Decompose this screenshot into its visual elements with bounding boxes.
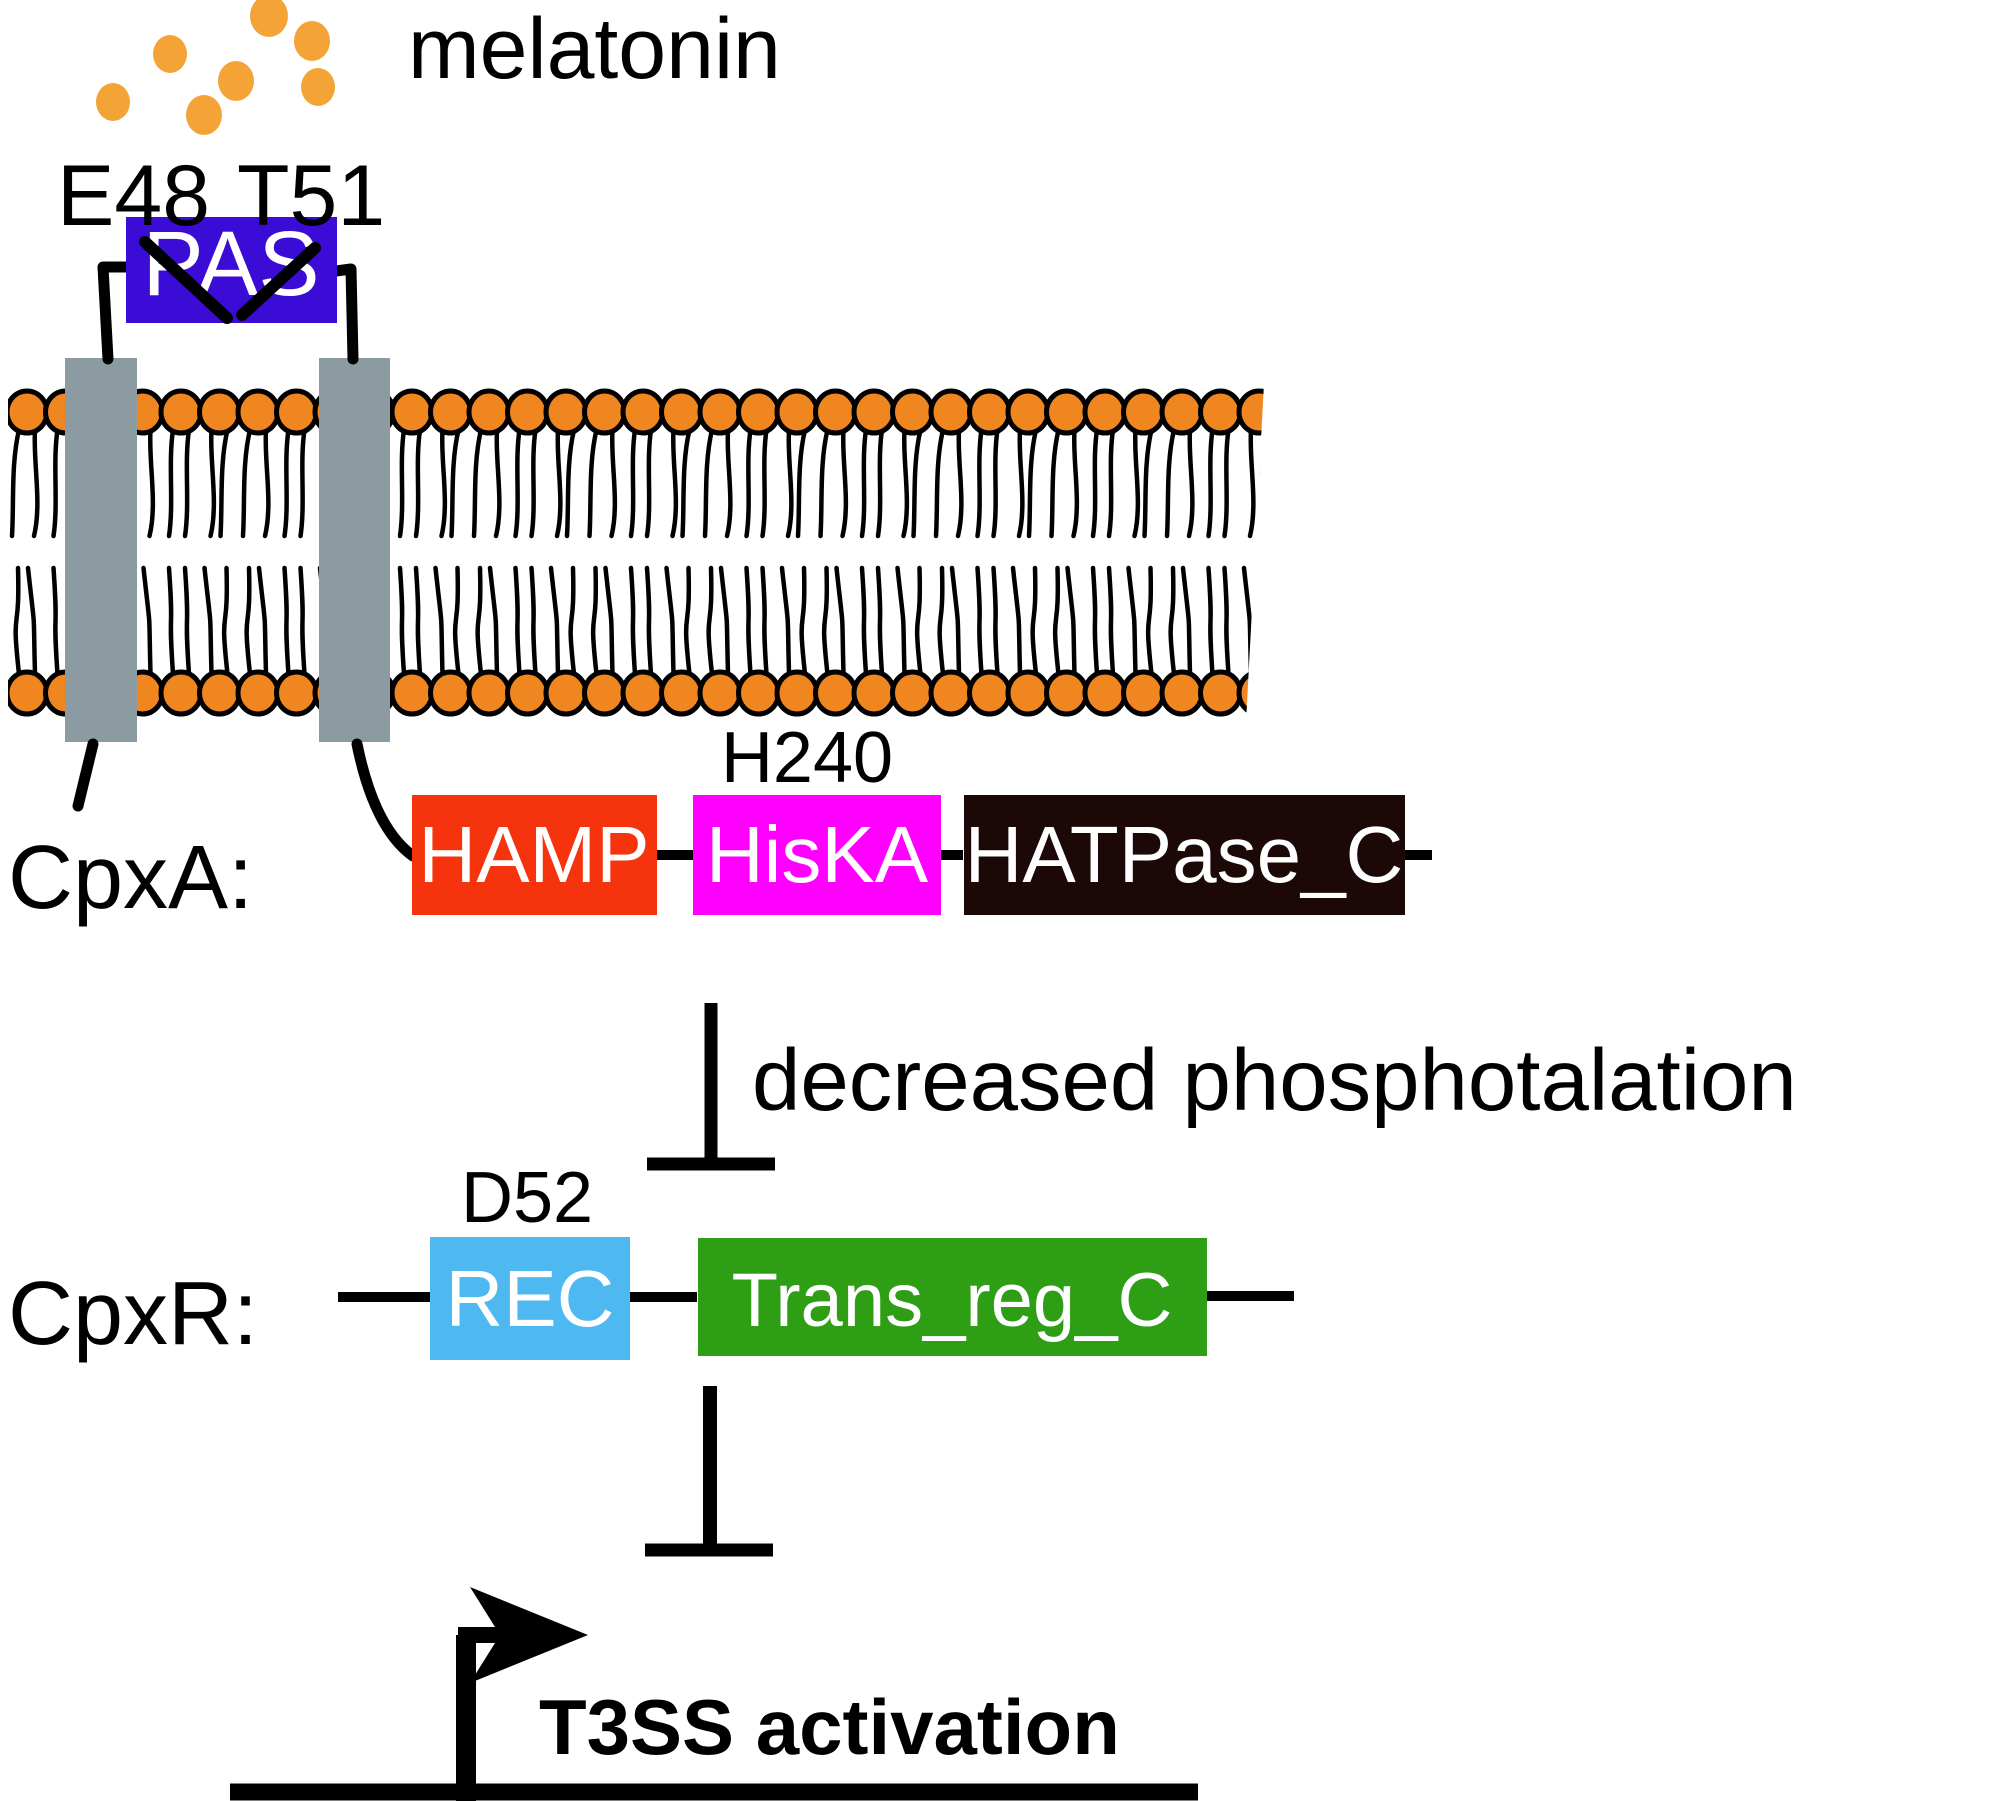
rec-domain-label: REC <box>446 1254 615 1343</box>
membrane-bilayer <box>8 388 1264 717</box>
hatpase-domain-box <box>964 795 1405 915</box>
melatonin-dots <box>96 0 335 135</box>
tm-segment-1 <box>65 358 137 742</box>
pas-right-loop-line <box>330 263 359 365</box>
t51-pointer-line <box>236 242 321 321</box>
inhibition-arrow-cpxa-to-cpxr <box>647 1003 775 1171</box>
tm1-cytoplasmic-stub-line <box>72 738 99 812</box>
hiska-domain-box <box>693 795 941 915</box>
melatonin-label: melatonin <box>408 1 781 97</box>
inhibition-arrow-cpxr-to-t3ss <box>645 1386 773 1557</box>
hatpase-domain-label: HATPase_C <box>965 810 1404 899</box>
trans-reg-c-domain-box <box>698 1238 1207 1356</box>
hiska-domain-label: HisKA <box>706 810 929 899</box>
tm2-to-hamp-linker-line <box>351 738 419 862</box>
tm-segment-2 <box>319 358 390 742</box>
t3ss-activation-label: T3SS activation <box>539 1683 1120 1771</box>
hamp-domain-box <box>412 795 657 915</box>
residue-label-e48: E48 <box>57 148 210 244</box>
promoter-arrow <box>456 1587 588 1801</box>
pas-domain-box <box>126 217 337 323</box>
cpxr-label: CpxR: <box>8 1264 258 1364</box>
phosphorylation-signal-label: decreased phosphotalation <box>752 1032 1797 1129</box>
hamp-domain-label: HAMP <box>418 810 649 899</box>
pas-left-loop-line <box>97 261 134 365</box>
residue-label-t51: T51 <box>237 148 385 244</box>
residue-label-h240: H240 <box>721 718 893 798</box>
residue-label-d52: D52 <box>461 1158 593 1238</box>
trans-reg-c-domain-label: Trans_reg_C <box>732 1258 1173 1343</box>
cpxa-label: CpxA: <box>8 828 253 928</box>
e48-pointer-line <box>139 236 233 324</box>
rec-domain-box <box>430 1237 630 1360</box>
